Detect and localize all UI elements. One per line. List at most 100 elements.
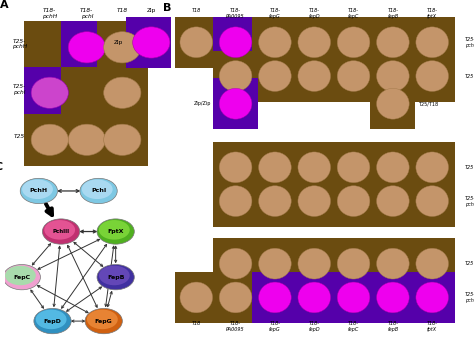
Ellipse shape [376, 152, 409, 183]
Text: T18-
fepB: T18- fepB [387, 8, 399, 19]
Text: PchH: PchH [30, 189, 48, 193]
Ellipse shape [337, 282, 370, 313]
Text: PchIII: PchIII [53, 229, 70, 234]
Ellipse shape [298, 186, 330, 216]
Bar [410, 238, 455, 289]
Ellipse shape [99, 220, 130, 240]
Bar [370, 142, 415, 193]
Ellipse shape [20, 178, 57, 203]
Bar [61, 114, 112, 166]
Ellipse shape [104, 124, 141, 155]
Text: T25/T18: T25/T18 [418, 101, 438, 106]
Bar [213, 17, 258, 68]
Ellipse shape [298, 27, 330, 58]
Text: T25: T25 [14, 134, 25, 139]
Bar [213, 272, 258, 323]
Text: T18-
fptX: T18- fptX [427, 8, 438, 19]
Text: T18-
fepD: T18- fepD [309, 321, 320, 332]
Bar [331, 17, 376, 68]
Text: T18-
fptX: T18- fptX [427, 321, 438, 332]
Text: Zip/Zip: Zip/Zip [193, 101, 211, 106]
Text: B: B [164, 3, 172, 14]
Ellipse shape [416, 248, 448, 279]
Ellipse shape [219, 186, 252, 216]
Ellipse shape [44, 220, 75, 240]
Bar [370, 272, 415, 323]
Text: T18-
pchI: T18- pchI [80, 8, 93, 19]
Text: A: A [0, 0, 9, 10]
Ellipse shape [337, 186, 370, 216]
Ellipse shape [416, 152, 448, 183]
Ellipse shape [80, 178, 117, 203]
Ellipse shape [298, 152, 330, 183]
Ellipse shape [36, 310, 66, 329]
Bar [331, 142, 376, 193]
Ellipse shape [376, 248, 409, 279]
Bar [24, 67, 75, 119]
Text: T18-
fepG: T18- fepG [269, 8, 281, 19]
Ellipse shape [22, 179, 53, 199]
Ellipse shape [259, 152, 291, 183]
Bar [252, 272, 298, 323]
Text: T25: T25 [465, 165, 474, 170]
Ellipse shape [376, 61, 409, 92]
Bar [370, 51, 415, 101]
Ellipse shape [104, 77, 141, 108]
Ellipse shape [416, 27, 448, 58]
Text: T18: T18 [191, 8, 201, 14]
Bar [213, 142, 258, 193]
Bar [213, 176, 258, 226]
Ellipse shape [416, 61, 448, 92]
Text: C: C [0, 162, 3, 172]
Text: PchI: PchI [91, 189, 106, 193]
Ellipse shape [180, 27, 212, 58]
Ellipse shape [104, 32, 141, 63]
Ellipse shape [298, 282, 330, 313]
Ellipse shape [219, 27, 252, 58]
Ellipse shape [337, 152, 370, 183]
Ellipse shape [376, 186, 409, 216]
Text: T18-
fepG: T18- fepG [269, 321, 281, 332]
Bar [61, 21, 112, 73]
Ellipse shape [87, 310, 118, 329]
Bar [292, 142, 337, 193]
Bar [213, 51, 258, 101]
Bar [252, 176, 298, 226]
Bar [410, 51, 455, 101]
Bar [292, 176, 337, 226]
Ellipse shape [219, 89, 252, 119]
Text: T25: T25 [465, 74, 474, 78]
Text: T18: T18 [191, 321, 201, 326]
Bar [331, 238, 376, 289]
Ellipse shape [416, 282, 448, 313]
Ellipse shape [3, 265, 40, 290]
Bar [213, 238, 258, 289]
Ellipse shape [5, 266, 36, 285]
Bar [410, 272, 455, 323]
Bar [97, 114, 148, 166]
Bar [292, 238, 337, 289]
Bar [24, 21, 75, 73]
Text: T25-
pchH: T25- pchH [465, 37, 474, 48]
Ellipse shape [97, 265, 134, 290]
Ellipse shape [259, 282, 291, 313]
Text: T18-
fepB: T18- fepB [387, 321, 399, 332]
Bar [410, 17, 455, 68]
Ellipse shape [259, 248, 291, 279]
Text: FepB: FepB [107, 275, 124, 280]
Bar [331, 272, 376, 323]
Ellipse shape [68, 124, 105, 155]
Ellipse shape [337, 61, 370, 92]
Text: FptX: FptX [108, 229, 124, 234]
Text: T25-
pchI: T25- pchI [12, 84, 26, 95]
Ellipse shape [219, 61, 252, 92]
Bar [292, 272, 337, 323]
Bar [370, 78, 415, 129]
Ellipse shape [219, 248, 252, 279]
Bar [331, 51, 376, 101]
Ellipse shape [259, 186, 291, 216]
Bar [252, 17, 298, 68]
Bar [292, 51, 337, 101]
Bar [252, 51, 298, 101]
Ellipse shape [180, 282, 212, 313]
